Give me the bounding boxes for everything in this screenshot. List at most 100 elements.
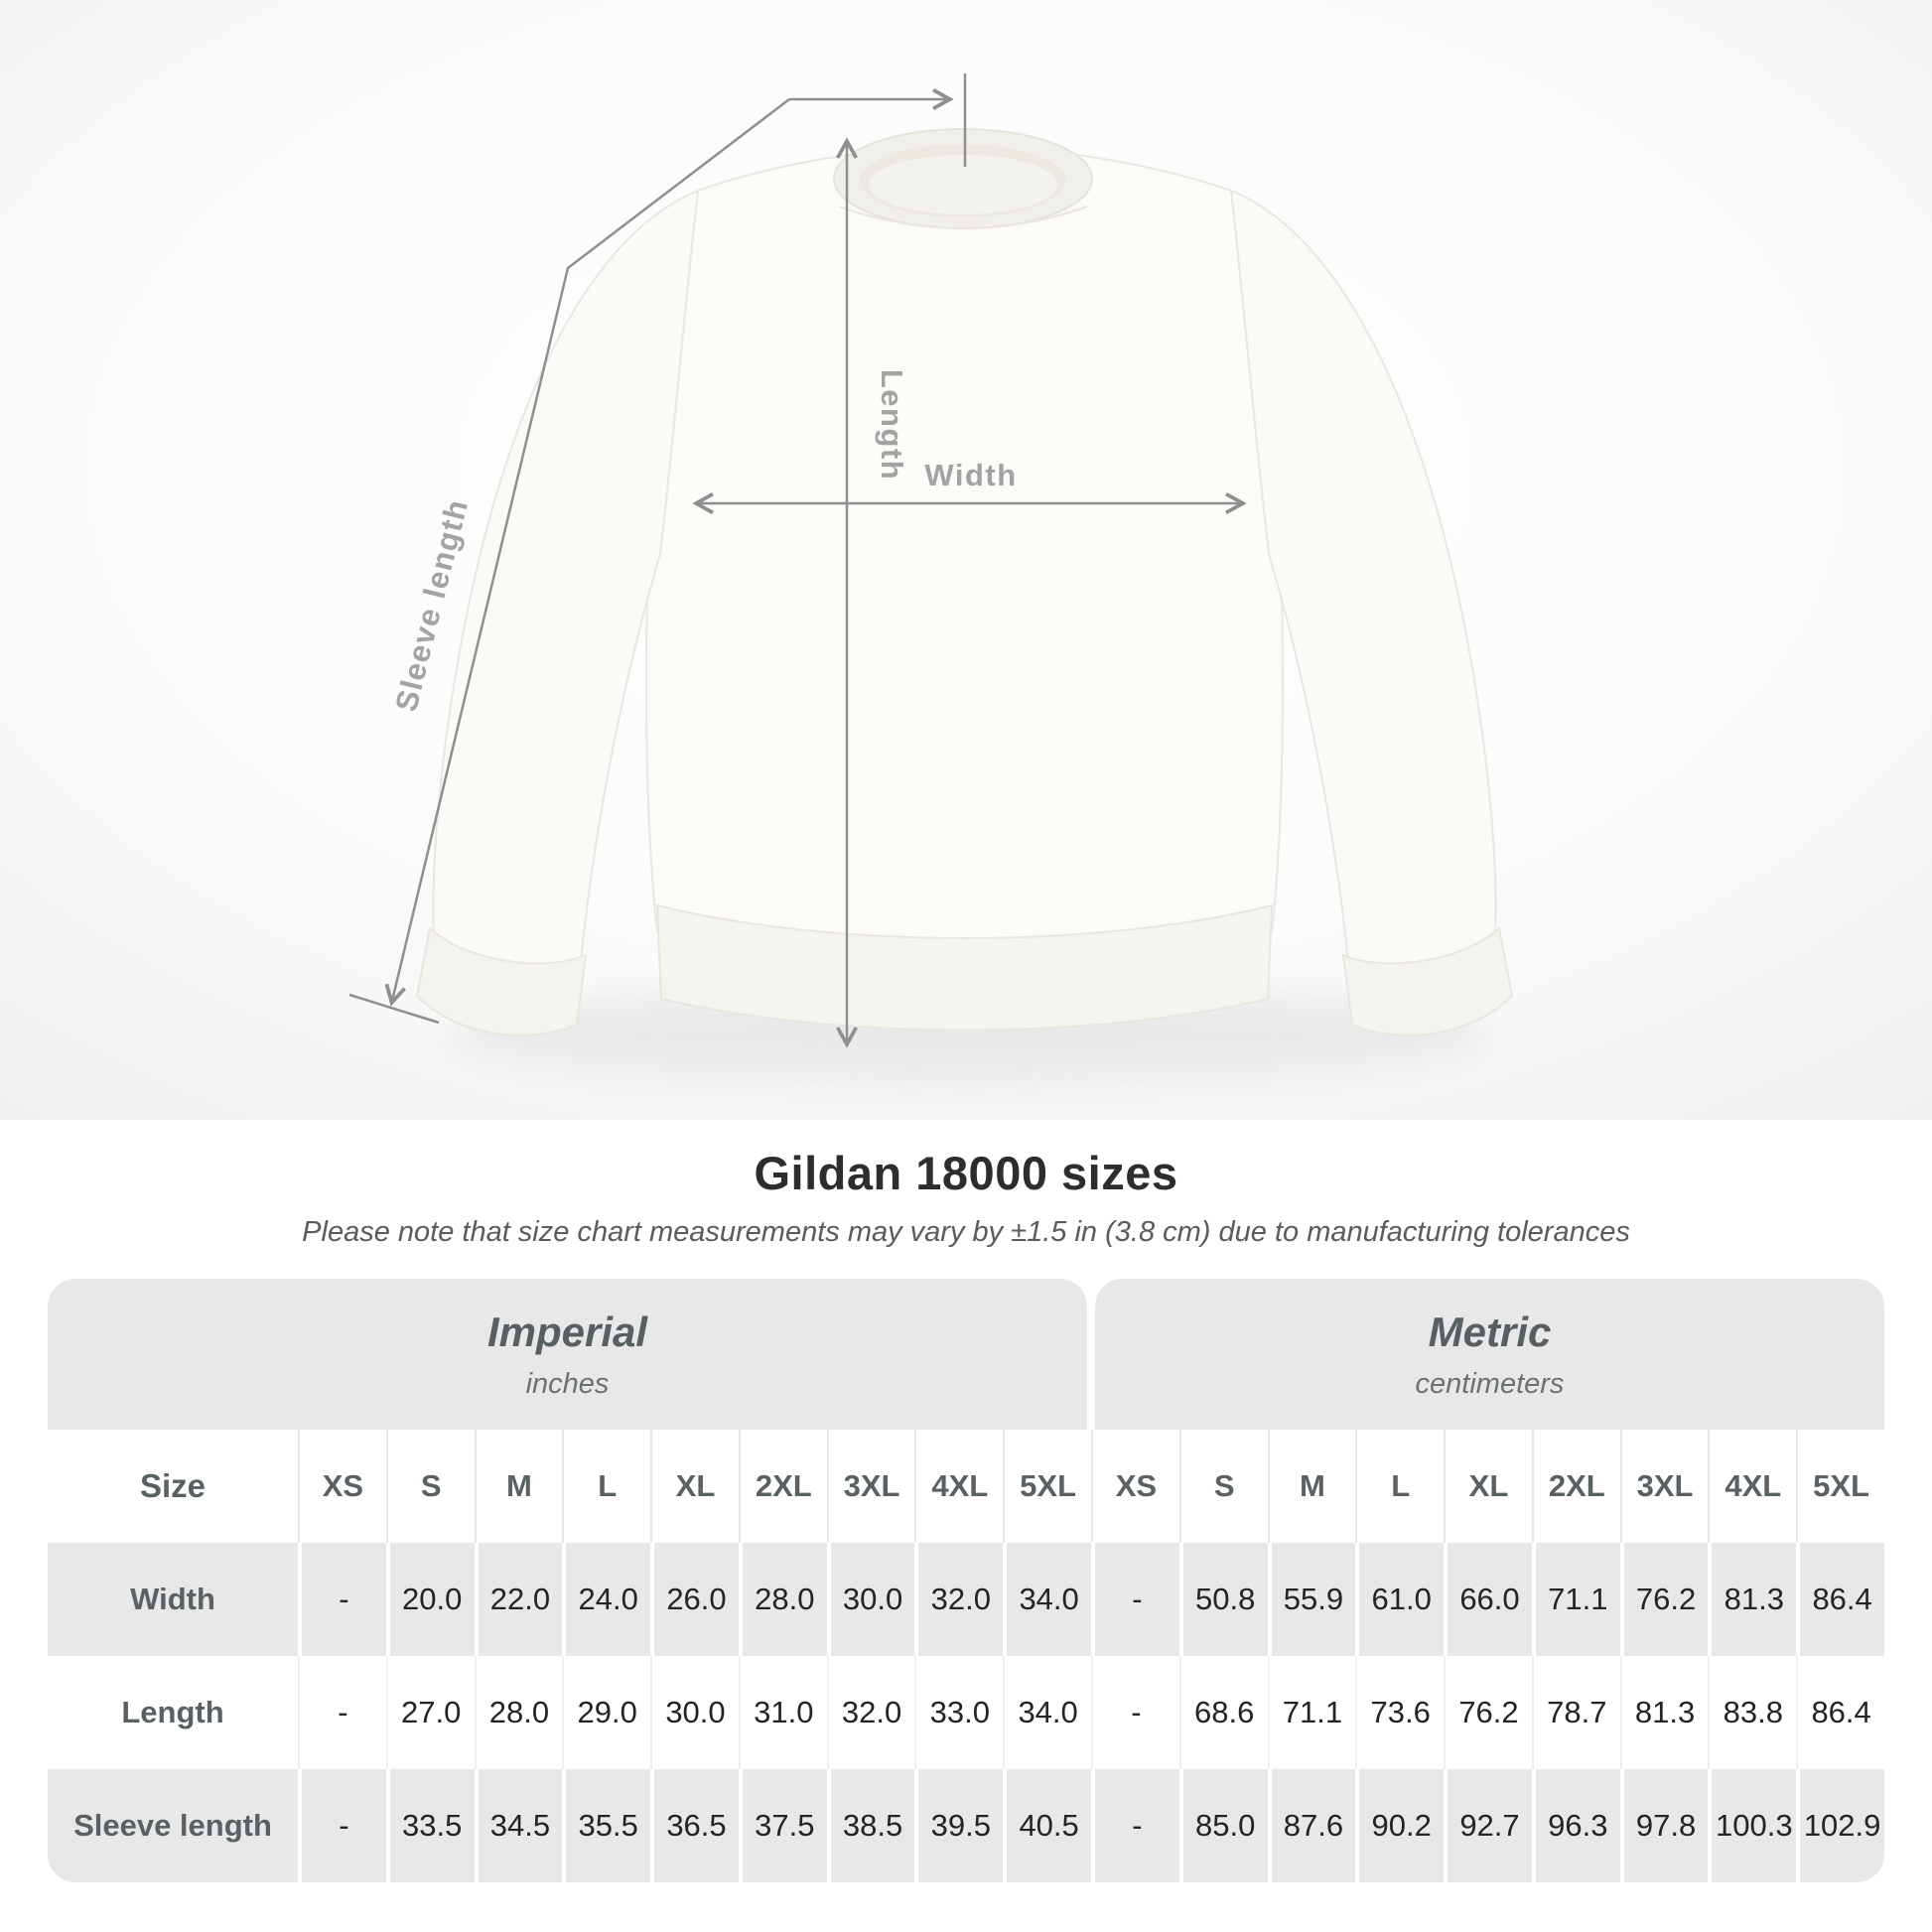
table-cell: 40.5 (1003, 1769, 1091, 1882)
length-label: Length (875, 369, 909, 481)
col-header-metric-4xl: 4XL (1708, 1430, 1797, 1543)
col-header-imperial-3xl: 3XL (826, 1430, 915, 1543)
table-cell: 86.4 (1796, 1656, 1884, 1769)
table-cell: 39.5 (914, 1769, 1004, 1882)
table-cell: 38.5 (826, 1769, 915, 1882)
table-cell: 33.0 (914, 1656, 1004, 1769)
title-block: Gildan 18000 sizes Please note that size… (0, 1146, 1932, 1249)
table-cell: - (298, 1543, 386, 1656)
table-cell: 68.6 (1178, 1656, 1268, 1769)
col-header-imperial-l: L (562, 1430, 651, 1543)
table-cell: - (298, 1656, 386, 1769)
table-cell: 24.0 (562, 1543, 651, 1656)
col-header-imperial-xs: XS (298, 1430, 386, 1543)
table-cell: 20.0 (385, 1543, 475, 1656)
col-header-imperial-5xl: 5XL (1003, 1430, 1091, 1543)
table-cell: 96.3 (1531, 1769, 1620, 1882)
metric-unit: centimeters (1415, 1367, 1565, 1400)
table-cell: 81.3 (1619, 1656, 1709, 1769)
row-label-width: Width (48, 1543, 298, 1656)
table-cell: 32.0 (914, 1543, 1004, 1656)
table-cell: 102.9 (1796, 1769, 1884, 1882)
table-row-sleeve-length: Sleeve length - 33.5 34.5 35.5 36.5 37.5… (48, 1769, 1884, 1882)
measurement-lines (348, 73, 1241, 1042)
col-header-imperial-s: S (385, 1430, 475, 1543)
col-header-imperial-m: M (474, 1430, 563, 1543)
table-cell: 78.7 (1531, 1656, 1620, 1769)
table-cell: 31.0 (738, 1656, 827, 1769)
table-cell: 71.1 (1267, 1656, 1356, 1769)
sweatshirt-body (644, 147, 1285, 964)
table-cell: 50.8 (1178, 1543, 1268, 1656)
sweatshirt (415, 128, 1514, 1036)
collar-opening (869, 155, 1057, 214)
table-cell: 90.2 (1355, 1769, 1445, 1882)
sweatshirt-measurement-diagram: Width Length Sleeve length (0, 0, 1932, 1120)
unit-group-row: Imperial inches Metric centimeters (48, 1279, 1884, 1430)
imperial-unit: inches (525, 1367, 610, 1400)
table-cell: 97.8 (1619, 1769, 1709, 1882)
col-header-metric-5xl: 5XL (1796, 1430, 1884, 1543)
table-row-width: Width - 20.0 22.0 24.0 26.0 28.0 30.0 32… (48, 1543, 1884, 1656)
col-header-imperial-4xl: 4XL (914, 1430, 1004, 1543)
table-cell: - (1091, 1769, 1179, 1882)
table-cell: 83.8 (1708, 1656, 1797, 1769)
table-cell: 29.0 (562, 1656, 651, 1769)
metric-label: Metric (1428, 1308, 1552, 1355)
sweatshirt-left-cuff (415, 926, 588, 1036)
table-cell: 30.0 (826, 1543, 915, 1656)
page-title: Gildan 18000 sizes (754, 1147, 1178, 1199)
table-cell: 34.5 (474, 1769, 563, 1882)
col-header-imperial-2xl: 2XL (738, 1430, 827, 1543)
table-cell: 87.6 (1267, 1769, 1356, 1882)
table-cell: 85.0 (1178, 1769, 1268, 1882)
table-cell: - (1091, 1543, 1179, 1656)
table-cell: 33.5 (385, 1769, 475, 1882)
table-cell: 34.0 (1003, 1656, 1091, 1769)
sleeve-cuff-tick (348, 993, 440, 1025)
col-header-metric-2xl: 2XL (1531, 1430, 1620, 1543)
row-label-sleeve-length: Sleeve length (48, 1769, 298, 1882)
metric-group-header: Metric centimeters (1095, 1279, 1884, 1430)
size-table: Imperial inches Metric centimeters Size … (48, 1279, 1884, 1882)
col-header-metric-m: M (1267, 1430, 1356, 1543)
table-row-length: Length - 27.0 28.0 29.0 30.0 31.0 32.0 3… (48, 1656, 1884, 1769)
table-cell: 92.7 (1444, 1769, 1532, 1882)
table-cell: 32.0 (826, 1656, 915, 1769)
table-cell: - (1091, 1656, 1179, 1769)
table-cell: 26.0 (650, 1543, 739, 1656)
col-header-metric-3xl: 3XL (1619, 1430, 1709, 1543)
table-cell: 76.2 (1619, 1543, 1709, 1656)
table-cell: 34.0 (1003, 1543, 1091, 1656)
size-header-row: Size XS S M L XL 2XL 3XL 4XL 5XL XS S M … (48, 1430, 1884, 1543)
collar-seam (838, 206, 1088, 229)
col-header-metric-s: S (1178, 1430, 1268, 1543)
table-cell: 36.5 (650, 1769, 739, 1882)
table-cell: 61.0 (1355, 1543, 1445, 1656)
table-cell: - (298, 1769, 386, 1882)
table-cell: 100.3 (1708, 1769, 1797, 1882)
table-cell: 27.0 (385, 1656, 475, 1769)
table-cell: 81.3 (1708, 1543, 1797, 1656)
sweatshirt-right-cuff (1341, 926, 1514, 1036)
table-cell: 28.0 (474, 1656, 563, 1769)
table-cell: 28.0 (738, 1543, 827, 1656)
sleeve-length-line (392, 98, 790, 1001)
table-cell: 73.6 (1355, 1656, 1445, 1769)
table-cell: 71.1 (1531, 1543, 1620, 1656)
table-cell: 22.0 (474, 1543, 563, 1656)
row-label-length: Length (48, 1656, 298, 1769)
col-header-metric-l: L (1355, 1430, 1445, 1543)
table-cell: 86.4 (1796, 1543, 1884, 1656)
col-header-metric-xs: XS (1091, 1430, 1179, 1543)
imperial-group-header: Imperial inches (48, 1279, 1087, 1430)
product-photo: Width Length Sleeve length (0, 0, 1932, 1120)
table-cell: 37.5 (738, 1769, 827, 1882)
col-header-imperial-xl: XL (650, 1430, 739, 1543)
imperial-label: Imperial (486, 1308, 648, 1355)
page-subtitle: Please note that size chart measurements… (302, 1216, 1630, 1248)
table-cell: 76.2 (1444, 1656, 1532, 1769)
table-cell: 35.5 (562, 1769, 651, 1882)
table-cell: 55.9 (1267, 1543, 1356, 1656)
size-header: Size (48, 1430, 298, 1543)
